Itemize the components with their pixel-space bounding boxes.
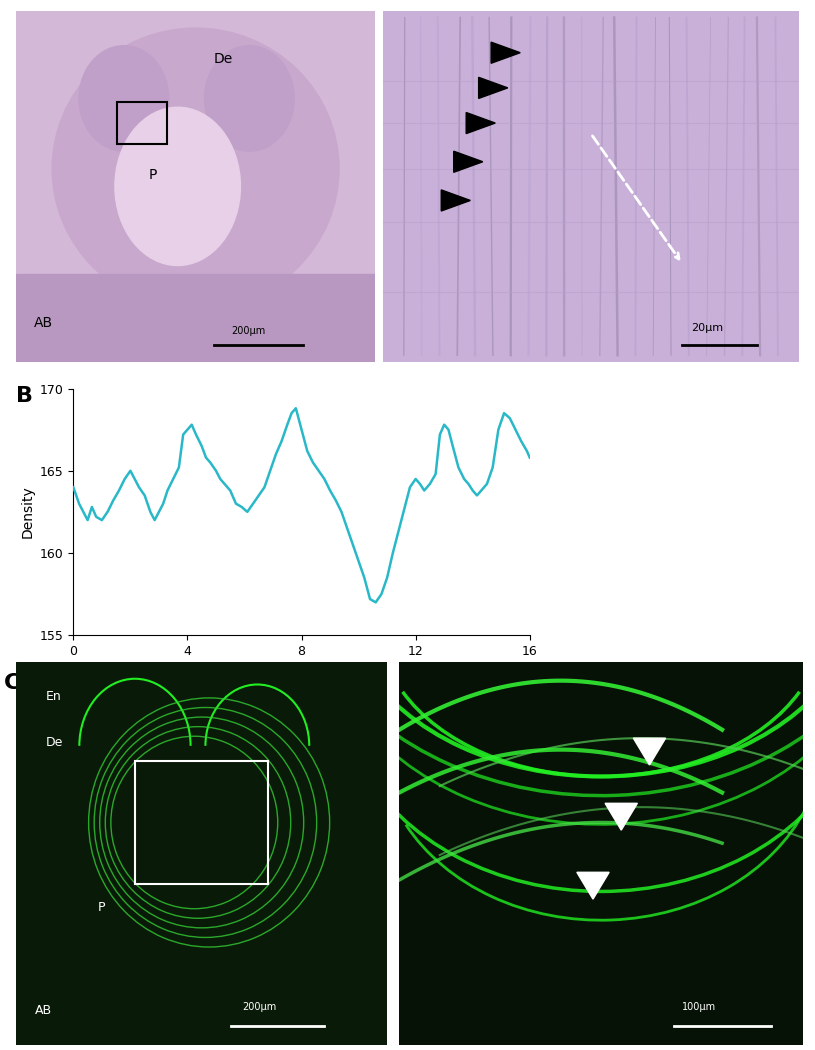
Text: P: P — [98, 901, 105, 914]
Y-axis label: Density: Density — [20, 485, 34, 539]
Text: 200μm: 200μm — [231, 327, 266, 336]
Polygon shape — [466, 112, 496, 133]
Bar — [16, 274, 375, 362]
Text: B: B — [16, 386, 33, 406]
Ellipse shape — [205, 45, 294, 151]
Polygon shape — [454, 151, 482, 172]
Text: P: P — [149, 168, 157, 183]
X-axis label: Distance ( μ m): Distance ( μ m) — [248, 664, 355, 677]
Ellipse shape — [52, 28, 339, 310]
Text: De: De — [46, 736, 64, 749]
Text: 100μm: 100μm — [681, 1003, 716, 1012]
Polygon shape — [491, 42, 520, 63]
Polygon shape — [478, 78, 508, 99]
Text: AB: AB — [34, 316, 53, 330]
Text: AB: AB — [35, 1004, 52, 1017]
Polygon shape — [605, 803, 637, 831]
Polygon shape — [441, 190, 470, 211]
Ellipse shape — [115, 107, 240, 266]
Text: 20μm: 20μm — [690, 322, 723, 333]
Text: A: A — [20, 24, 37, 44]
Polygon shape — [633, 738, 666, 765]
Text: En: En — [46, 690, 62, 702]
Text: De: De — [214, 52, 233, 66]
Text: C: C — [4, 673, 20, 693]
Ellipse shape — [79, 45, 169, 151]
Polygon shape — [577, 873, 609, 899]
Text: 200μm: 200μm — [243, 1003, 277, 1012]
